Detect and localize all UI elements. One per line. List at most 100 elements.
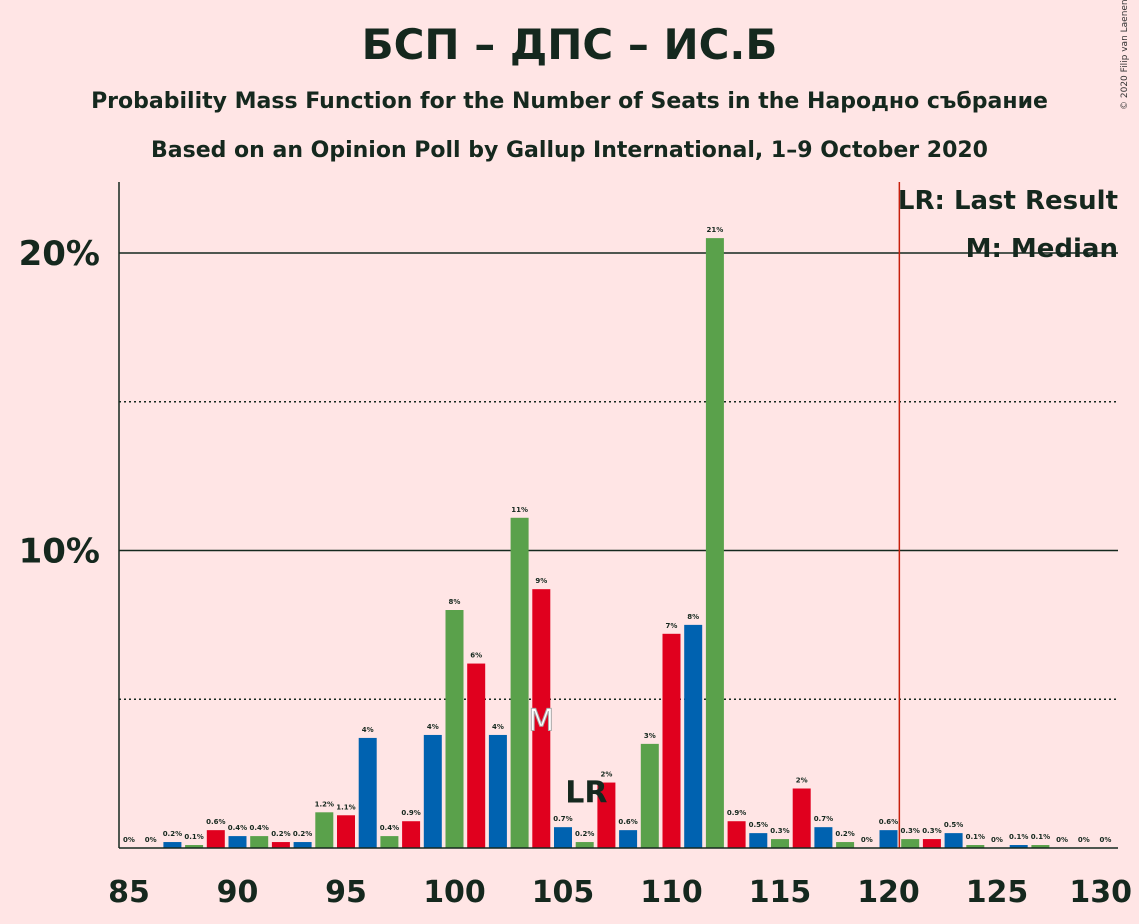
bar-value-label: 0.4%: [228, 824, 247, 832]
bar-value-label: 0.1%: [1031, 833, 1050, 841]
bar: [771, 839, 789, 848]
bar: [423, 734, 442, 848]
bar-value-label: 0%: [123, 836, 135, 844]
x-tick-label: 130: [1069, 875, 1132, 910]
x-tick-label: 90: [217, 875, 259, 910]
bar-value-label: 0.3%: [922, 827, 941, 835]
x-tick-label: 125: [966, 875, 1029, 910]
bar-value-label: 6%: [470, 652, 482, 660]
bar-value-label: 4%: [362, 726, 374, 734]
bar: [944, 833, 963, 848]
chart-subtitle-source: Based on an Opinion Poll by Gallup Inter…: [151, 138, 988, 163]
bar-value-label: 0.3%: [900, 827, 919, 835]
bar-value-label: 0.6%: [879, 818, 898, 826]
bar: [705, 238, 724, 848]
bar-value-label: 9%: [535, 577, 547, 585]
bar: [836, 842, 855, 848]
chart-subtitle: Probability Mass Function for the Number…: [91, 89, 1048, 114]
bar-value-label: 0%: [1078, 836, 1090, 844]
bar: [488, 734, 507, 848]
chart-title: БСП – ДПС – ИС.Б: [361, 20, 778, 69]
x-tick-label: 95: [325, 875, 367, 910]
bar: [1031, 845, 1050, 848]
bar-value-label: 0.4%: [249, 824, 268, 832]
bar: [640, 743, 659, 848]
bar-value-label: 0.2%: [575, 830, 594, 838]
bar-value-label: 8%: [449, 598, 461, 606]
bar: [966, 845, 985, 848]
bar-value-label: 0.5%: [749, 821, 768, 829]
bar-value-label: 8%: [687, 613, 699, 621]
x-tick-label: 100: [423, 875, 486, 910]
bar: [358, 737, 377, 848]
bar: [814, 827, 833, 848]
bar-value-label: 4%: [427, 723, 439, 731]
bar-value-label: 0%: [145, 836, 157, 844]
bar: [532, 589, 551, 848]
bar-value-label: 21%: [707, 226, 724, 234]
bar: [445, 610, 464, 848]
bar-value-label: 1.2%: [315, 800, 334, 808]
bar: [922, 839, 941, 848]
bar: [250, 836, 269, 848]
legend-last-result: LR: Last Result: [898, 186, 1118, 216]
bar-value-label: 2%: [796, 777, 808, 785]
bar: [1009, 845, 1028, 848]
bar: [727, 821, 746, 848]
bar: [293, 842, 312, 848]
bar: [271, 842, 290, 848]
bar: [619, 830, 638, 848]
last-result-marker: LR: [565, 776, 607, 811]
x-tick-label: 115: [749, 875, 812, 910]
bar-value-label: 0.6%: [206, 818, 225, 826]
bar: [749, 833, 768, 848]
x-tick-label: 85: [108, 875, 150, 910]
bar: [185, 845, 204, 848]
bar-value-label: 0.2%: [835, 830, 854, 838]
bar-value-label: 0.7%: [814, 815, 833, 823]
bar-value-label: 0.4%: [380, 824, 399, 832]
bar: [662, 633, 681, 848]
bar-value-label: 3%: [644, 732, 656, 740]
bar: [901, 839, 920, 848]
bar: [879, 830, 898, 848]
bar-value-label: 0.7%: [553, 815, 572, 823]
bar-value-label: 0%: [861, 836, 873, 844]
bar-value-label: 0.2%: [163, 830, 182, 838]
bar: [597, 782, 616, 848]
bar: [402, 821, 421, 848]
bar-value-label: 0%: [1100, 836, 1112, 844]
x-tick-label: 105: [532, 875, 595, 910]
bar: [163, 842, 182, 848]
bar: [792, 788, 811, 848]
bar: [467, 663, 486, 848]
bar: [228, 836, 247, 848]
bar: [684, 624, 703, 848]
bar-value-label: 0.6%: [618, 818, 637, 826]
bar-value-label: 0.1%: [184, 833, 203, 841]
bar-value-label: 0.5%: [944, 821, 963, 829]
y-tick-label: 10%: [19, 532, 100, 572]
bar-value-label: 0.3%: [770, 827, 789, 835]
bar: [206, 830, 225, 848]
x-tick-label: 120: [857, 875, 920, 910]
bar: [510, 517, 529, 848]
bar: [380, 836, 399, 848]
bar-value-label: 0.9%: [727, 809, 746, 817]
bar: [554, 827, 572, 848]
bar-value-label: 4%: [492, 723, 504, 731]
bar-value-label: 7%: [666, 622, 678, 630]
bar-value-label: 0.1%: [966, 833, 985, 841]
y-tick-label: 20%: [19, 234, 100, 274]
bar-value-label: 0.2%: [271, 830, 290, 838]
x-tick-label: 110: [640, 875, 703, 910]
bar-value-label: 0.9%: [401, 809, 420, 817]
bar-value-label: 1.1%: [336, 803, 355, 811]
bar-value-label: 11%: [511, 506, 528, 514]
bar-value-label: 0.1%: [1009, 833, 1028, 841]
bar: [575, 842, 594, 848]
legend-median: M: Median: [966, 234, 1118, 264]
bar-value-label: 2%: [600, 771, 612, 779]
median-marker: M: [528, 704, 554, 739]
